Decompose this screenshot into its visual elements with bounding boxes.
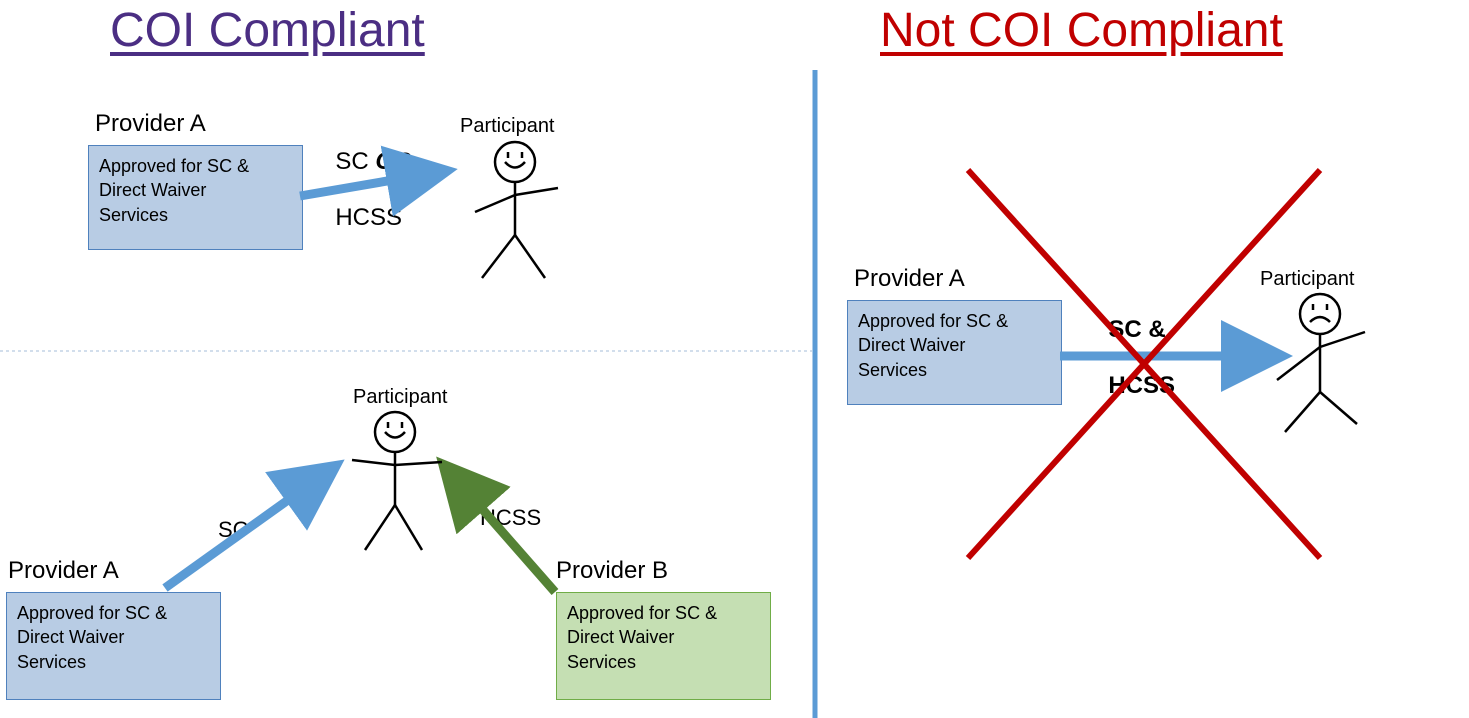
scene3-stick-figure xyxy=(1277,294,1365,432)
title-compliant: COI Compliant xyxy=(110,3,425,58)
scene2-stick-figure xyxy=(352,412,442,550)
scene3-provider-a-label: Provider A xyxy=(854,265,965,293)
scene1-hcss: HCSS xyxy=(335,204,402,231)
scene3-sc-and: SC & xyxy=(1108,316,1165,343)
scene2-sc-label: SC xyxy=(218,517,249,543)
scene1-service-label: SC OR HCSS xyxy=(322,120,411,232)
scene3-provider-a-box: Approved for SC & Direct Waiver Services xyxy=(847,300,1062,405)
scene2-hcss-label: HCSS xyxy=(480,505,541,531)
scene2-provider-b-box: Approved for SC & Direct Waiver Services xyxy=(556,592,771,700)
scene1-participant-label: Participant xyxy=(460,115,555,138)
scene2-arrow-b xyxy=(448,470,555,592)
scene2-boxb-text: Approved for SC & Direct Waiver Services xyxy=(567,603,717,672)
scene1-or: OR xyxy=(375,148,411,175)
scene2-provider-a-box: Approved for SC & Direct Waiver Services xyxy=(6,592,221,700)
scene1-box-text: Approved for SC & Direct Waiver Services xyxy=(99,156,249,225)
scene3-service-label: SC & HCSS xyxy=(1095,288,1175,400)
scene3-participant-label: Participant xyxy=(1260,268,1355,291)
scene3-box-text: Approved for SC & Direct Waiver Services xyxy=(858,311,1008,380)
scene2-participant-label: Participant xyxy=(353,386,448,409)
scene1-stick-figure xyxy=(475,142,558,278)
scene1-provider-a-box: Approved for SC & Direct Waiver Services xyxy=(88,145,303,250)
title-not-compliant: Not COI Compliant xyxy=(880,3,1283,58)
scene2-provider-a-label: Provider A xyxy=(8,557,119,585)
scene1-provider-a-label: Provider A xyxy=(95,110,206,138)
scene1-sc: SC xyxy=(335,148,375,175)
scene2-boxa-text: Approved for SC & Direct Waiver Services xyxy=(17,603,167,672)
scene3-hcss: HCSS xyxy=(1108,372,1175,399)
scene2-provider-b-label: Provider B xyxy=(556,557,668,585)
